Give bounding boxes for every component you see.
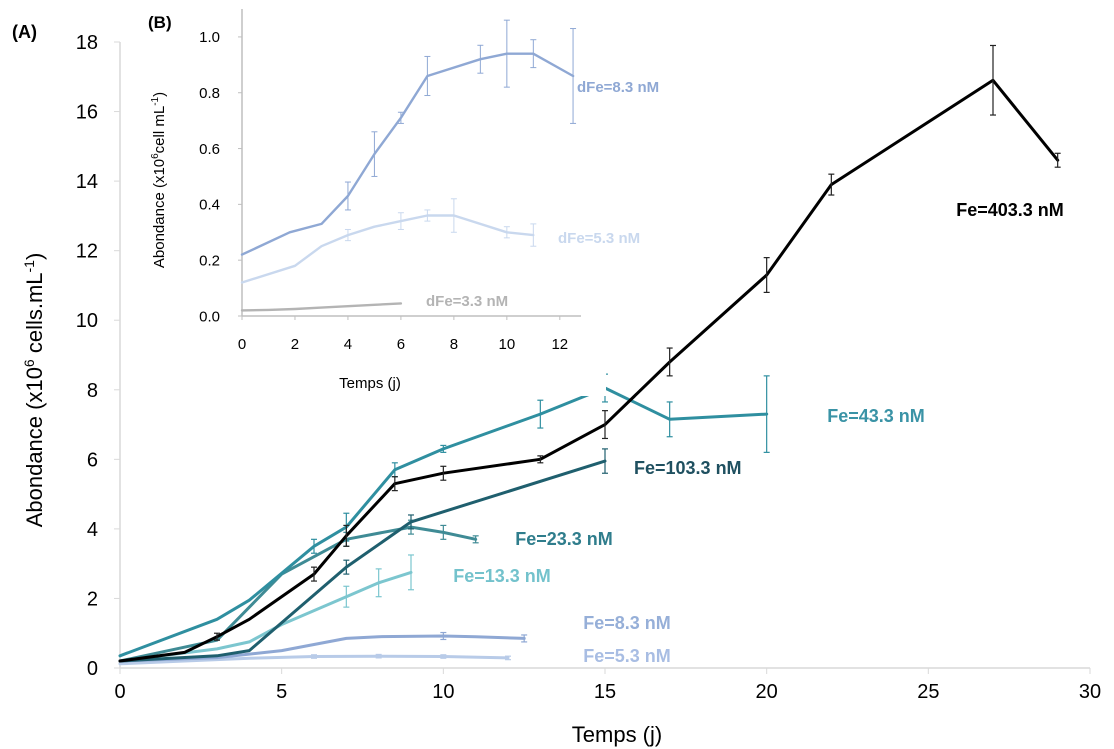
- panel-b-y-axis-label: Abondance (x106cell mL-1): [150, 92, 168, 268]
- series-line: [118, 459, 607, 663]
- y-tick-label: 0.4: [199, 197, 220, 214]
- y-tick-label: 2: [87, 588, 98, 610]
- series-label: Fe=5.3 nM: [583, 646, 671, 666]
- series-label: Fe=403.3 nM: [956, 200, 1064, 220]
- panel-a-x-axis-label: Temps (j): [572, 722, 662, 747]
- x-tick-label: 0: [238, 336, 246, 353]
- x-tick-label: 12: [551, 336, 568, 353]
- y-tick-label: 0.8: [199, 85, 220, 102]
- y-tick-label: 0.6: [199, 141, 220, 158]
- series-label: Fe=43.3 nM: [827, 406, 925, 426]
- series-label: Fe=13.3 nM: [453, 566, 551, 586]
- x-tick-label: 30: [1079, 681, 1101, 703]
- y-tick-label: 4: [87, 519, 98, 541]
- y-tick-label: 0.2: [199, 252, 220, 269]
- series-label: Fe=8.3 nM: [583, 613, 671, 633]
- y-tick-label: 1.0: [199, 29, 220, 46]
- y-tick-label: 0.0: [199, 308, 220, 325]
- panel-a-y-axis-label: Abondance (x106 cells.mL-1): [21, 253, 47, 528]
- y-tick-label: 16: [76, 102, 98, 124]
- series-line: [240, 214, 535, 284]
- series-line: [118, 525, 478, 663]
- x-tick-label: 5: [276, 681, 287, 703]
- y-tick-label: 8: [87, 380, 98, 402]
- inset-background: [226, 8, 606, 396]
- x-tick-label: 25: [917, 681, 939, 703]
- panel-b-x-axis-label: Temps (j): [339, 375, 401, 392]
- x-tick-label: 15: [594, 681, 616, 703]
- x-tick-label: 0: [114, 681, 125, 703]
- y-tick-label: 6: [87, 449, 98, 471]
- series-label: Fe=103.3 nM: [634, 458, 742, 478]
- series-label: dFe=3.3 nM: [426, 293, 508, 310]
- series-label: dFe=5.3 nM: [558, 230, 640, 247]
- x-tick-label: 8: [450, 336, 458, 353]
- x-tick-label: 10: [499, 336, 516, 353]
- series-label: dFe=8.3 nM: [577, 79, 659, 96]
- x-tick-label: 6: [397, 336, 405, 353]
- y-tick-label: 18: [76, 32, 98, 54]
- x-tick-label: 10: [432, 681, 454, 703]
- panel-b-label: (B): [148, 13, 172, 32]
- series-line: [118, 634, 526, 663]
- series-label: Fe=23.3 nM: [515, 529, 613, 549]
- y-tick-label: 14: [76, 171, 98, 193]
- y-tick-label: 0: [87, 658, 98, 680]
- x-tick-label: 20: [756, 681, 778, 703]
- x-tick-label: 4: [344, 336, 352, 353]
- y-tick-label: 10: [76, 310, 98, 332]
- panel-a-label: (A): [12, 22, 37, 42]
- y-tick-label: 12: [76, 241, 98, 263]
- panel-b-inset: (B) 0.0 0.2 0.4 0.6 0.8 1.0 0 2 4 6 8 10 12 dFe=8.3…: [148, 8, 659, 396]
- x-tick-label: 2: [291, 336, 299, 353]
